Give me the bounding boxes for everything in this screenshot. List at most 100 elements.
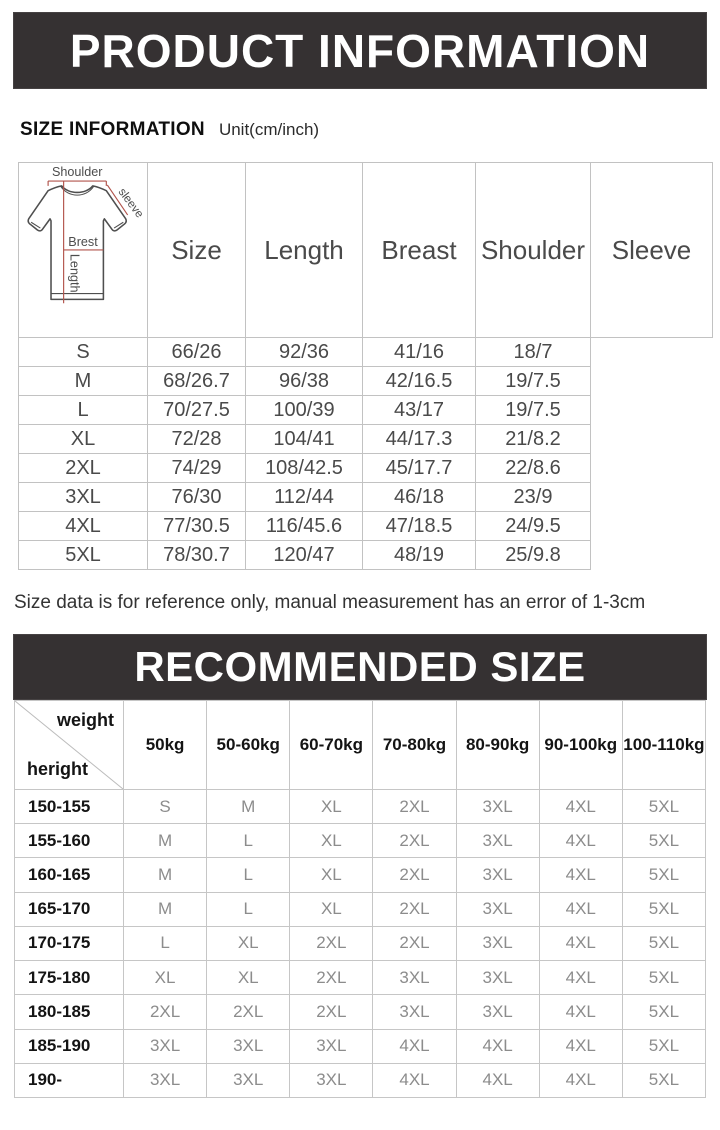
value-cell: 5XL (621, 994, 707, 1030)
value-cell: S (122, 788, 208, 825)
height-range-cell: 175-180 (14, 960, 124, 996)
value-cell: 74/29 (147, 453, 246, 483)
weight-column-header: 60-70kg (289, 700, 374, 790)
value-cell: 4XL (538, 960, 623, 996)
column-header-breast: Breast (362, 162, 476, 338)
value-cell: 3XL (122, 1028, 208, 1064)
height-range-cell: 155-160 (14, 823, 124, 859)
table-row: L 70/27.5 100/39 43/17 19/7.5 (18, 395, 713, 425)
size-table-header-row: Shoulder Brest Length sleeve Size Length… (18, 162, 713, 338)
value-cell: 116/45.6 (245, 511, 363, 541)
tshirt-measurement-diagram: Shoulder Brest Length sleeve (18, 162, 148, 338)
height-range-cell: 150-155 (14, 788, 124, 825)
value-cell: M (122, 891, 208, 927)
value-cell: 43/17 (362, 395, 476, 425)
value-cell: 104/41 (245, 424, 363, 454)
tshirt-diagram-svg: Shoulder Brest Length sleeve (27, 165, 146, 304)
value-cell: 112/44 (245, 482, 363, 512)
value-cell: 3XL (372, 960, 457, 996)
value-cell: 3XL (122, 1062, 208, 1099)
size-table: Shoulder Brest Length sleeve Size Length… (18, 162, 713, 570)
value-cell: 3XL (455, 925, 540, 962)
weight-column-header: 70-80kg (372, 700, 457, 790)
value-cell: L (206, 823, 291, 859)
table-row: 4XL 77/30.5 116/45.6 47/18.5 24/9.5 (18, 511, 713, 541)
value-cell: M (122, 857, 208, 893)
table-row: XL 72/28 104/41 44/17.3 21/8.2 (18, 424, 713, 454)
value-cell: 2XL (372, 823, 457, 859)
height-range-cell: 180-185 (14, 994, 124, 1030)
value-cell: 77/30.5 (147, 511, 246, 541)
value-cell: 5XL (621, 823, 707, 859)
tshirt-outline (27, 185, 127, 301)
value-cell: 4XL (538, 891, 623, 927)
value-cell: 4XL (538, 994, 623, 1030)
value-cell: 4XL (538, 788, 623, 825)
value-cell: 4XL (455, 1028, 540, 1064)
value-cell: 100/39 (245, 395, 363, 425)
height-range-cell: 190- (14, 1062, 124, 1099)
value-cell: XL (206, 925, 291, 962)
corner-height-label: heright (27, 759, 88, 779)
size-information-title: SIZE INFORMATION (20, 119, 205, 140)
value-cell: M (206, 788, 291, 825)
value-cell: 47/18.5 (362, 511, 476, 541)
value-cell: 2XL (372, 788, 457, 825)
value-cell: 44/17.3 (362, 424, 476, 454)
shoulder-label: Shoulder (52, 165, 102, 179)
table-row: S 66/26 92/36 41/16 18/7 (18, 337, 713, 367)
value-cell: L (206, 857, 291, 893)
table-row: 155-160 M L XL 2XL 3XL 4XL 5XL (14, 823, 707, 859)
value-cell: 3XL (455, 960, 540, 996)
weight-column-header: 80-90kg (455, 700, 540, 790)
recommended-header-row: weight heright 50kg 50-60kg 60-70kg 70-8… (14, 700, 707, 790)
value-cell: 3XL (455, 857, 540, 893)
value-cell: 45/17.7 (362, 453, 476, 483)
value-cell: 19/7.5 (475, 395, 591, 425)
value-cell: 22/8.6 (475, 453, 591, 483)
value-cell: 3XL (372, 994, 457, 1030)
value-cell: L (206, 891, 291, 927)
table-row: 3XL 76/30 112/44 46/18 23/9 (18, 482, 713, 512)
recommended-size-table: weight heright 50kg 50-60kg 60-70kg 70-8… (14, 700, 707, 1099)
value-cell: 3XL (455, 823, 540, 859)
value-cell: 2XL (372, 891, 457, 927)
value-cell: 2XL (372, 925, 457, 962)
height-range-cell: 165-170 (14, 891, 124, 927)
value-cell: 92/36 (245, 337, 363, 367)
tshirt-details (30, 186, 124, 295)
column-header-size: Size (147, 162, 246, 338)
value-cell: 41/16 (362, 337, 476, 367)
weight-column-header: 50kg (122, 700, 208, 790)
value-cell: XL (289, 788, 374, 825)
weight-column-header: 90-100kg (538, 700, 623, 790)
value-cell: 78/30.7 (147, 540, 246, 570)
table-row: M 68/26.7 96/38 42/16.5 19/7.5 (18, 366, 713, 396)
value-cell: 2XL (289, 925, 374, 962)
size-label-cell: L (18, 395, 148, 425)
value-cell: 42/16.5 (362, 366, 476, 396)
table-row: 185-190 3XL 3XL 3XL 4XL 4XL 4XL 5XL (14, 1028, 707, 1064)
size-label-cell: M (18, 366, 148, 396)
value-cell: 18/7 (475, 337, 591, 367)
diagonal-divider (15, 701, 123, 789)
value-cell: 2XL (206, 994, 291, 1030)
value-cell: XL (289, 857, 374, 893)
size-label-cell: 5XL (18, 540, 148, 570)
table-row: 180-185 2XL 2XL 2XL 3XL 3XL 4XL 5XL (14, 994, 707, 1030)
size-label-cell: 4XL (18, 511, 148, 541)
value-cell: 76/30 (147, 482, 246, 512)
value-cell: 25/9.8 (475, 540, 591, 570)
value-cell: 3XL (206, 1028, 291, 1064)
value-cell: 4XL (538, 857, 623, 893)
value-cell: 5XL (621, 1028, 707, 1064)
size-disclaimer-note: Size data is for reference only, manual … (14, 592, 646, 613)
height-range-cell: 160-165 (14, 857, 124, 893)
value-cell: 3XL (289, 1062, 374, 1099)
value-cell: 19/7.5 (475, 366, 591, 396)
value-cell: 4XL (455, 1062, 540, 1099)
value-cell: 66/26 (147, 337, 246, 367)
height-range-cell: 170-175 (14, 925, 124, 962)
length-label: Length (67, 254, 81, 293)
